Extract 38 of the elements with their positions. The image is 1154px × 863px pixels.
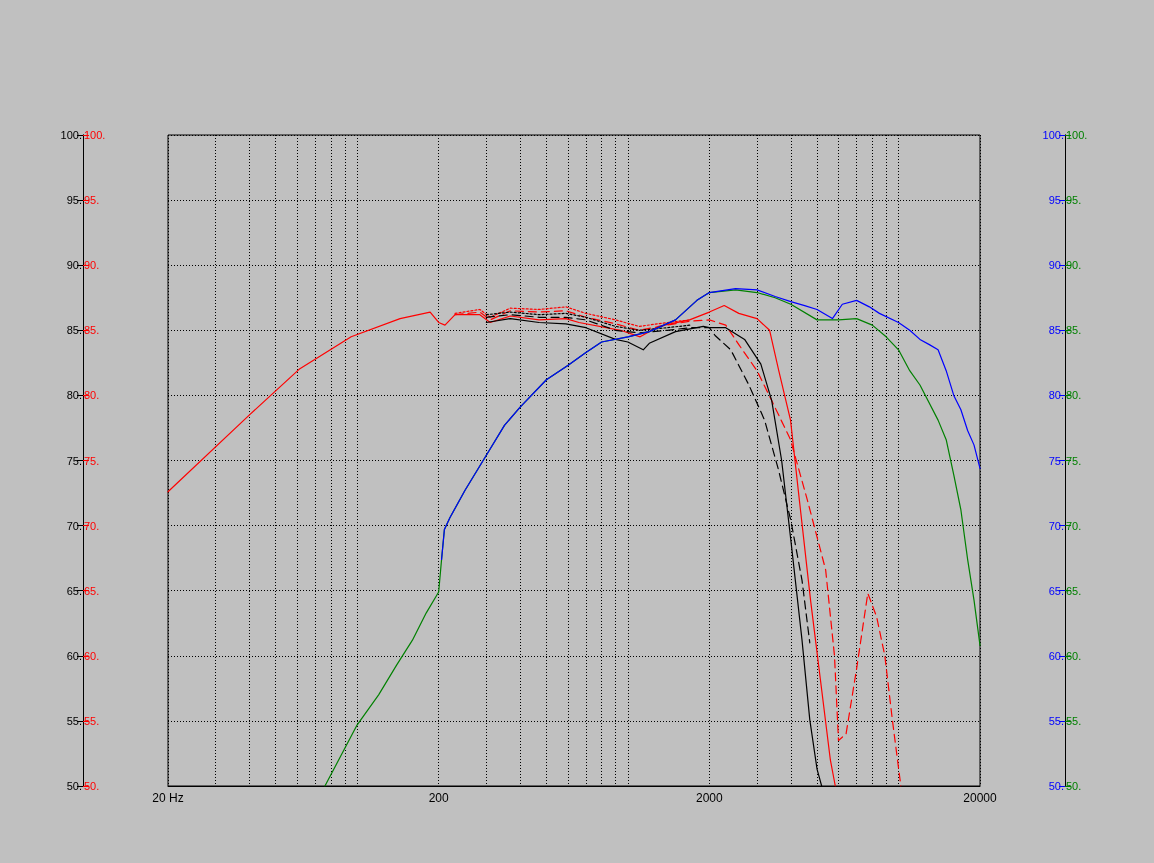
text: 75. — [1066, 454, 1082, 467]
y-tick-label: 100. — [84, 129, 106, 141]
text: 70. — [1066, 519, 1082, 532]
x-tick-label: 200 — [428, 791, 449, 805]
y3-tick-label: 70. — [66, 519, 82, 532]
y-tick-label: 50. — [84, 780, 100, 792]
text: 50. — [1066, 780, 1082, 792]
x-tick-label: 20 Hz — [152, 791, 184, 805]
y2-tick-label: 50. — [1048, 780, 1064, 792]
y2-tick-label: 90. — [1048, 259, 1064, 272]
y3-tick-label: 100. — [60, 129, 82, 141]
y3-tick-label: 60. — [66, 649, 82, 662]
y-tick-label: 85. — [84, 324, 100, 337]
x-tick-label: 2000 — [695, 791, 723, 805]
text: 100. — [1066, 129, 1088, 141]
y2-tick-label: 85. — [1048, 324, 1064, 337]
text: 55. — [1066, 714, 1082, 727]
y2-tick-label: 95. — [1048, 194, 1064, 207]
y2-tick-label: 75. — [1048, 454, 1064, 467]
y-tick-label: 75. — [84, 454, 100, 467]
x-tick-label: 20000 — [963, 791, 998, 805]
y3-tick-label: 65. — [66, 584, 82, 597]
text: 85. — [1066, 324, 1082, 337]
y2-tick-label: 70. — [1048, 519, 1064, 532]
y2-tick-label: 60. — [1048, 649, 1064, 662]
y3-tick-label: 85. — [66, 324, 82, 337]
y3-tick-label: 90. — [66, 259, 82, 272]
y-tick-label: 55. — [84, 714, 100, 727]
y3-tick-label: 50. — [66, 780, 82, 792]
y3-tick-label: 55. — [66, 714, 82, 727]
y2-tick-label: 80. — [1048, 389, 1064, 402]
y2-tick-label: 100. — [1042, 129, 1064, 141]
y-tick-label: 70. — [84, 519, 100, 532]
y2-tick-label: 55. — [1048, 714, 1064, 727]
y3-tick-label: 75. — [66, 454, 82, 467]
y3-tick-label: 80. — [66, 389, 82, 402]
y2-tick-label: 65. — [1048, 584, 1064, 597]
y3-tick-label: 95. — [66, 194, 82, 207]
